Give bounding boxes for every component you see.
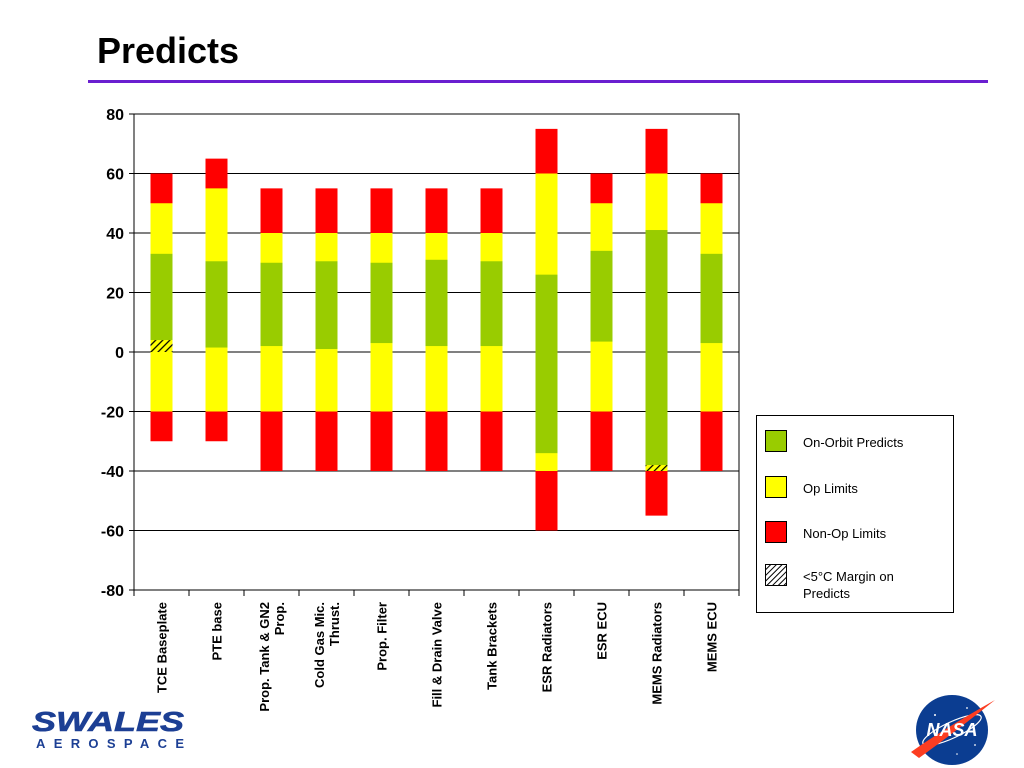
aerospace-wordmark: AEROSPACE [36, 736, 184, 750]
on-orbit-predicts-bar [590, 250, 613, 342]
chart-legend: On-Orbit Predicts Op Limits Non-Op Limit… [756, 415, 954, 613]
x-category-label: Prop. Filter [375, 602, 390, 671]
swales-aerospace-logo: SWALES AEROSPACE [32, 706, 185, 750]
on-orbit-predicts-bar [260, 262, 283, 347]
on-orbit-predicts-bar [370, 262, 393, 344]
nasa-logo: NASA [911, 695, 995, 765]
y-tick-label: -40 [101, 464, 124, 481]
y-tick-label: 60 [106, 167, 124, 184]
on-orbit-predicts-bar [700, 253, 723, 344]
x-category-label: MEMS Radiators [650, 602, 665, 705]
y-tick-label: 40 [106, 226, 124, 243]
on-orbit-predicts-bar [535, 274, 558, 454]
y-tick-label: -20 [101, 405, 124, 422]
y-tick-label: -60 [101, 524, 124, 541]
on-orbit-predicts-bar [315, 261, 338, 350]
swales-wordmark: SWALES [32, 706, 184, 737]
y-tick-label: 0 [115, 345, 124, 362]
on-orbit-predicts-bar [205, 261, 228, 348]
x-category-label: Prop. Tank & GN2 [257, 602, 272, 712]
y-tick-label: 80 [106, 107, 124, 124]
x-category-label: ESR ECU [595, 602, 610, 660]
page-title: Predicts [97, 30, 240, 71]
y-tick-label: 20 [106, 286, 124, 303]
legend-swatch-hatched [765, 564, 787, 586]
margin-hatch-bar [645, 465, 668, 471]
on-orbit-predicts-bar [645, 230, 668, 466]
legend-item-on-orbit-predicts: On-Orbit Predicts [765, 430, 950, 470]
nasa-wordmark: NASA [926, 720, 977, 740]
legend-item-non-op-limits: Non-Op Limits [765, 521, 950, 561]
legend-label: On-Orbit Predicts [803, 435, 904, 450]
x-category-label: MEMS ECU [705, 602, 720, 672]
x-category-label: Fill & Drain Valve [430, 602, 445, 708]
legend-item-margin: <5°C Margin on Predicts [765, 564, 950, 604]
x-category-label: TCE Baseplate [155, 602, 170, 693]
x-category-label: PTE base [210, 602, 225, 661]
x-category-label: Thrust. [327, 602, 342, 646]
x-category-label: Cold Gas Mic. [312, 602, 327, 688]
legend-label: Non-Op Limits [803, 526, 887, 541]
x-category-label: ESR Radiators [540, 602, 555, 692]
legend-item-op-limits: Op Limits [765, 476, 950, 516]
legend-swatch-yellow [765, 476, 787, 498]
on-orbit-predicts-bar [150, 253, 173, 341]
legend-label: <5°C Margin on Predicts [803, 569, 894, 601]
y-tick-label: -80 [101, 583, 124, 600]
on-orbit-predicts-bar [425, 259, 448, 347]
legend-swatch-red [765, 521, 787, 543]
margin-hatch-bar [150, 340, 173, 352]
title-divider [88, 80, 988, 83]
x-category-label: Prop. [272, 602, 287, 635]
on-orbit-predicts-bar [480, 261, 503, 347]
legend-label: Op Limits [803, 481, 858, 496]
legend-swatch-green [765, 430, 787, 452]
x-category-label: Tank Brackets [485, 602, 500, 690]
